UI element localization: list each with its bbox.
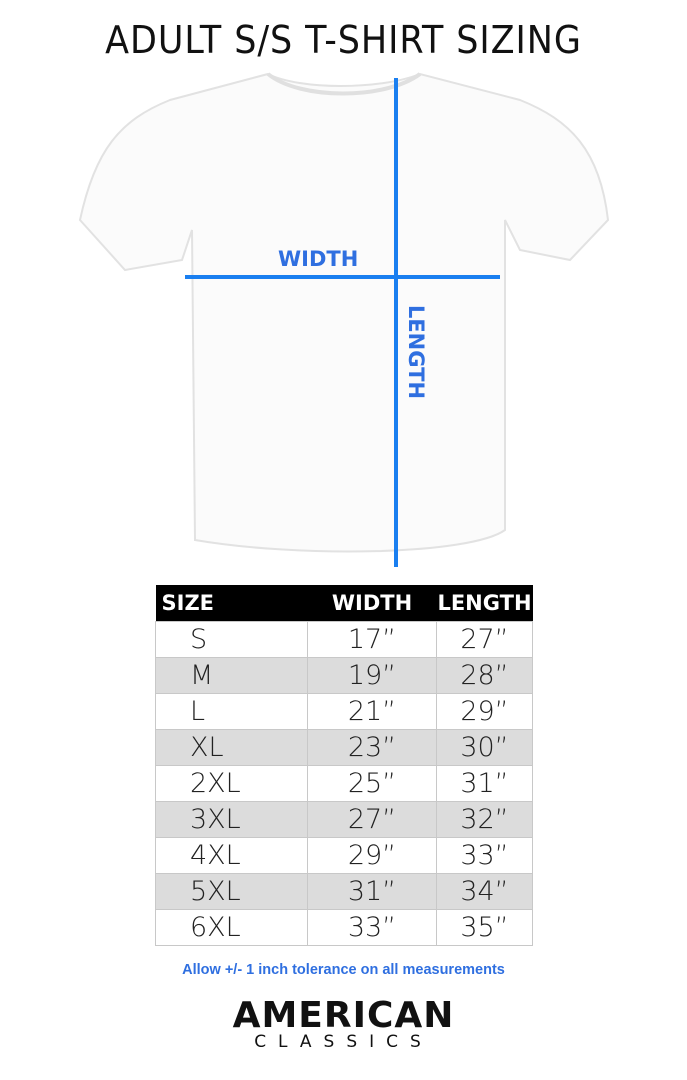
table-row: M 19” 28” [155, 657, 533, 694]
table-row: L 21” 29” [155, 693, 533, 730]
tshirt-image [78, 72, 610, 553]
cell-length: 29” [436, 693, 533, 730]
cell-length: 32” [436, 801, 533, 838]
cell-width: 29” [307, 837, 437, 874]
cell-size: XL [155, 729, 308, 766]
brand-logo-line2: CLASSICS [254, 1032, 433, 1052]
table-row: 4XL 29” 33” [155, 837, 533, 874]
cell-width: 21” [307, 693, 437, 730]
table-row: 5XL 31” 34” [155, 873, 533, 910]
table-row: S 17” 27” [155, 621, 533, 658]
cell-width: 31” [307, 873, 437, 910]
cell-size: S [155, 621, 308, 658]
cell-size: 6XL [155, 909, 308, 946]
page-title: ADULT S/S T-SHIRT SIZING [105, 18, 582, 62]
table-row: 2XL 25” 31” [155, 765, 533, 802]
cell-size: 4XL [155, 837, 308, 874]
table-row: 3XL 27” 32” [155, 801, 533, 838]
cell-size: L [155, 693, 308, 730]
cell-length: 27” [436, 621, 533, 658]
tolerance-note: Allow +/- 1 inch tolerance on all measur… [182, 962, 505, 978]
cell-length: 35” [436, 909, 533, 946]
width-label: WIDTH [278, 247, 359, 271]
cell-length: 34” [436, 873, 533, 910]
length-label: LENGTH [404, 304, 428, 400]
cell-length: 30” [436, 729, 533, 766]
table-row: 6XL 33” 35” [155, 909, 533, 946]
cell-size: 5XL [155, 873, 308, 910]
header-size: SIZE [155, 585, 308, 622]
tshirt-diagram [78, 72, 610, 567]
cell-width: 23” [307, 729, 437, 766]
cell-width: 27” [307, 801, 437, 838]
table-header: SIZE WIDTH LENGTH [155, 585, 533, 622]
cell-width: 17” [307, 621, 437, 658]
cell-width: 19” [307, 657, 437, 694]
cell-size: 2XL [155, 765, 308, 802]
cell-size: 3XL [155, 801, 308, 838]
cell-width: 25” [307, 765, 437, 802]
table-row: XL 23” 30” [155, 729, 533, 766]
cell-size: M [155, 657, 308, 694]
header-length: LENGTH [436, 585, 533, 622]
cell-length: 33” [436, 837, 533, 874]
cell-width: 33” [307, 909, 437, 946]
brand-logo-line1: AMERICAN [232, 995, 455, 1036]
size-table: SIZE WIDTH LENGTH S 17” 27” M 19” 28” L 21” 29” X… [155, 585, 533, 946]
header-width: WIDTH [307, 585, 437, 622]
collar [266, 72, 422, 96]
cell-length: 31” [436, 765, 533, 802]
cell-length: 28” [436, 657, 533, 694]
